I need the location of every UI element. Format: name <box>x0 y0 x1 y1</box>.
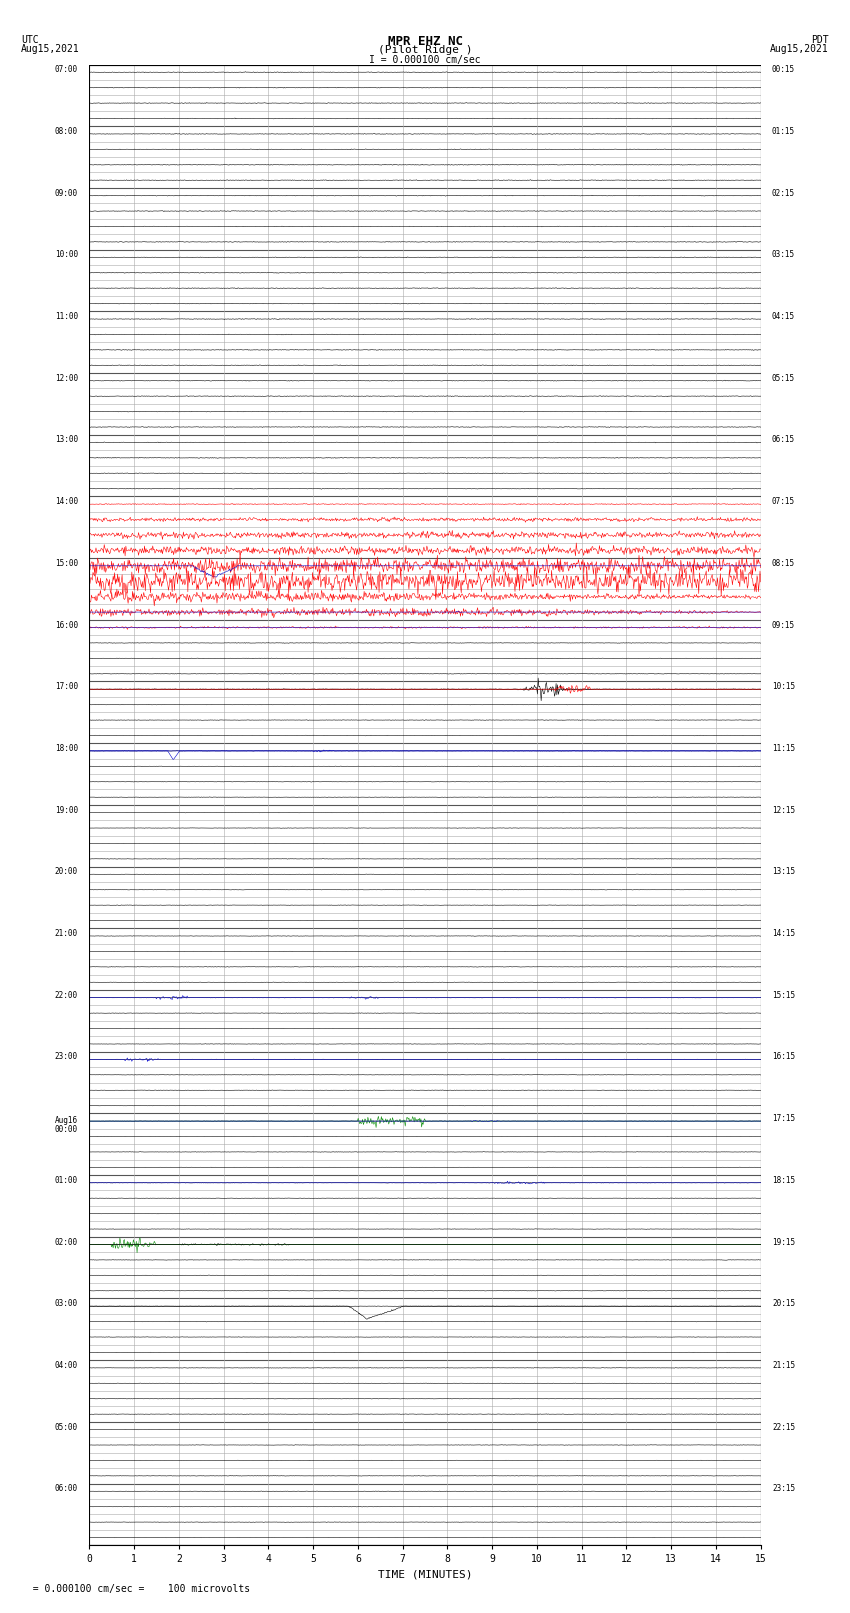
Text: 05:00: 05:00 <box>55 1423 78 1432</box>
Text: 05:15: 05:15 <box>772 374 795 382</box>
Text: 09:15: 09:15 <box>772 621 795 629</box>
Text: UTC: UTC <box>21 35 39 45</box>
Text: 14:15: 14:15 <box>772 929 795 939</box>
Text: = 0.000100 cm/sec =    100 microvolts: = 0.000100 cm/sec = 100 microvolts <box>21 1584 251 1594</box>
Text: 09:00: 09:00 <box>55 189 78 198</box>
Text: Aug16: Aug16 <box>55 1116 78 1124</box>
Text: I = 0.000100 cm/sec: I = 0.000100 cm/sec <box>369 55 481 65</box>
Text: 16:15: 16:15 <box>772 1052 795 1061</box>
Text: 19:15: 19:15 <box>772 1237 795 1247</box>
Text: 04:15: 04:15 <box>772 311 795 321</box>
Text: 00:15: 00:15 <box>772 65 795 74</box>
Text: 01:00: 01:00 <box>55 1176 78 1186</box>
Text: 18:15: 18:15 <box>772 1176 795 1186</box>
Text: 12:00: 12:00 <box>55 374 78 382</box>
Text: 14:00: 14:00 <box>55 497 78 506</box>
Text: 01:15: 01:15 <box>772 127 795 135</box>
Text: 10:15: 10:15 <box>772 682 795 692</box>
Text: 13:15: 13:15 <box>772 868 795 876</box>
Text: 10:00: 10:00 <box>55 250 78 260</box>
Text: PDT: PDT <box>811 35 829 45</box>
Text: 17:15: 17:15 <box>772 1115 795 1123</box>
Text: 18:00: 18:00 <box>55 744 78 753</box>
Text: Aug15,2021: Aug15,2021 <box>770 44 829 53</box>
Text: 21:00: 21:00 <box>55 929 78 939</box>
Text: MPR EHZ NC: MPR EHZ NC <box>388 35 462 48</box>
Text: Aug15,2021: Aug15,2021 <box>21 44 80 53</box>
Text: 04:00: 04:00 <box>55 1361 78 1369</box>
Text: 08:00: 08:00 <box>55 127 78 135</box>
Text: 20:15: 20:15 <box>772 1298 795 1308</box>
Text: 23:00: 23:00 <box>55 1052 78 1061</box>
Text: 20:00: 20:00 <box>55 868 78 876</box>
Text: 16:00: 16:00 <box>55 621 78 629</box>
Text: 15:15: 15:15 <box>772 990 795 1000</box>
Text: 11:15: 11:15 <box>772 744 795 753</box>
X-axis label: TIME (MINUTES): TIME (MINUTES) <box>377 1569 473 1579</box>
Text: 03:15: 03:15 <box>772 250 795 260</box>
Text: 06:00: 06:00 <box>55 1484 78 1494</box>
Text: 02:00: 02:00 <box>55 1237 78 1247</box>
Text: 21:15: 21:15 <box>772 1361 795 1369</box>
Text: 12:15: 12:15 <box>772 805 795 815</box>
Text: 23:15: 23:15 <box>772 1484 795 1494</box>
Text: 03:00: 03:00 <box>55 1298 78 1308</box>
Text: 07:15: 07:15 <box>772 497 795 506</box>
Text: 15:00: 15:00 <box>55 558 78 568</box>
Text: 13:00: 13:00 <box>55 436 78 445</box>
Text: 06:15: 06:15 <box>772 436 795 445</box>
Text: 11:00: 11:00 <box>55 311 78 321</box>
Text: 22:00: 22:00 <box>55 990 78 1000</box>
Text: 19:00: 19:00 <box>55 805 78 815</box>
Text: 22:15: 22:15 <box>772 1423 795 1432</box>
Text: 00:00: 00:00 <box>55 1124 78 1134</box>
Text: 08:15: 08:15 <box>772 558 795 568</box>
Text: 07:00: 07:00 <box>55 65 78 74</box>
Text: 17:00: 17:00 <box>55 682 78 692</box>
Text: 02:15: 02:15 <box>772 189 795 198</box>
Text: (Pilot Ridge ): (Pilot Ridge ) <box>377 45 473 55</box>
